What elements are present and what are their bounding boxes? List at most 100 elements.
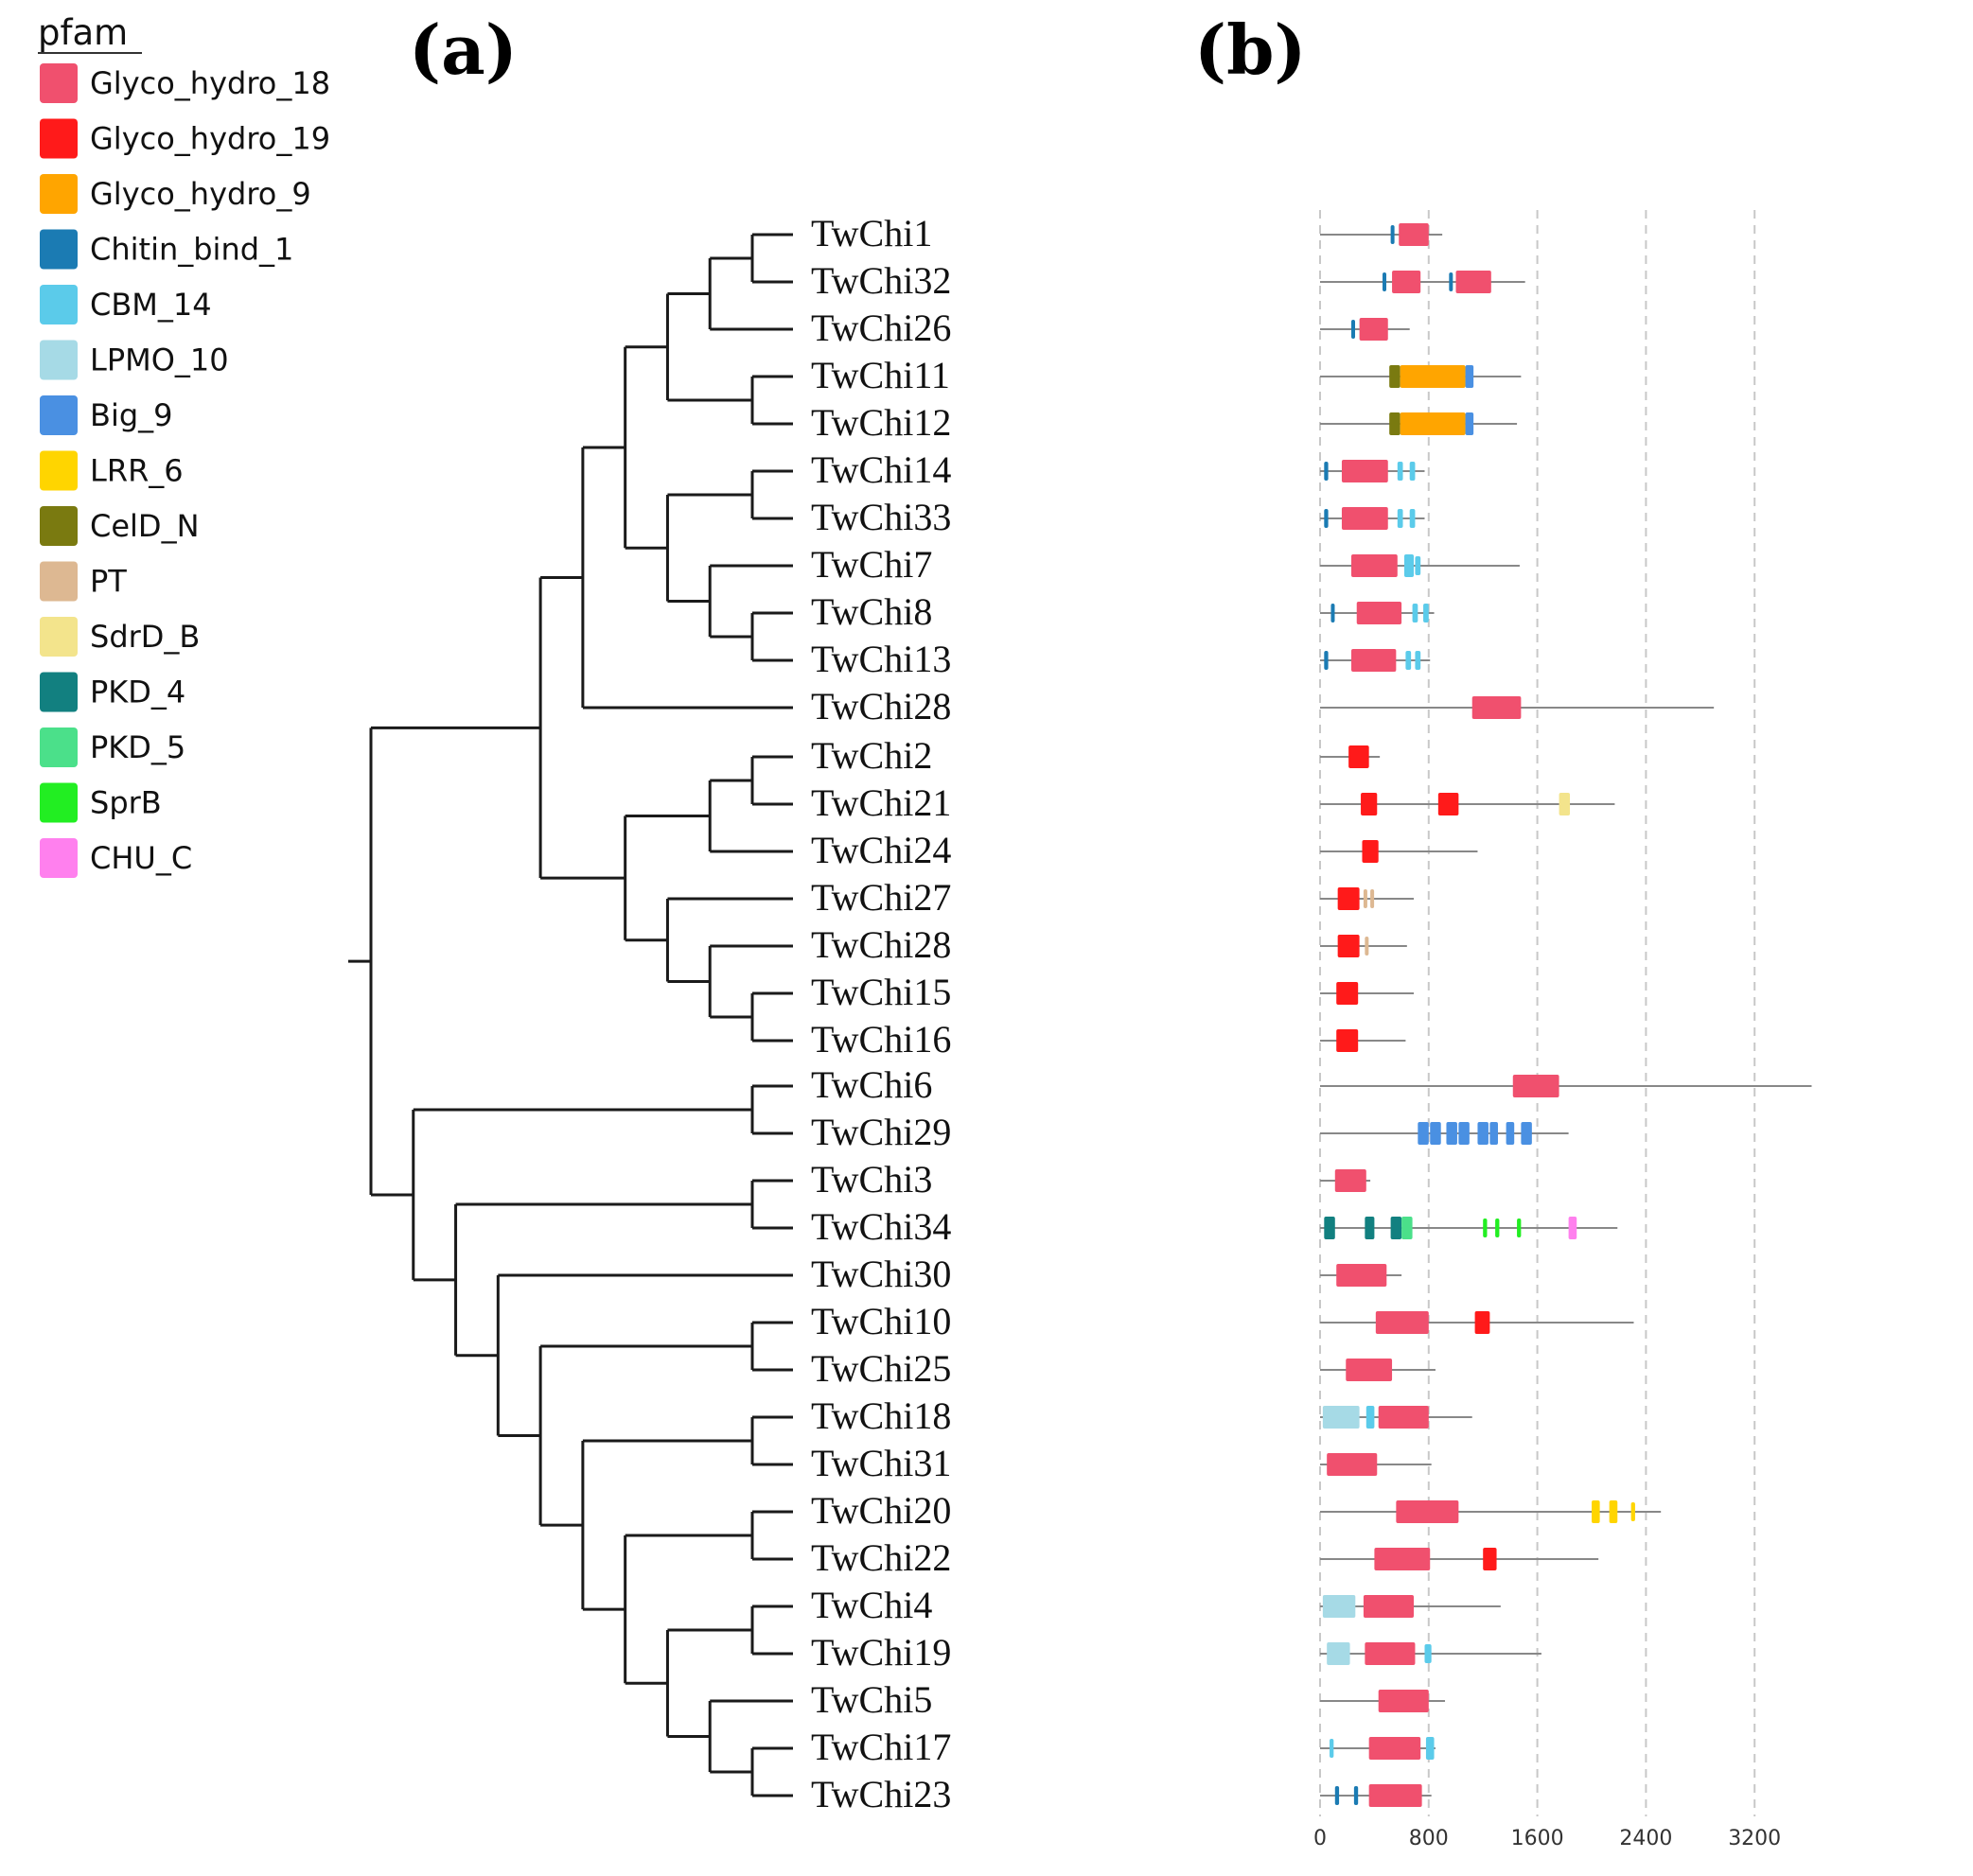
domain-big_9	[1506, 1122, 1515, 1145]
legend-label-pkd_4: PKD_4	[90, 675, 185, 710]
domain-cbm_14	[1330, 1739, 1334, 1758]
legend-swatch-glyco_hydro_19	[40, 118, 78, 159]
leaf-label-twchi21: TwChi21	[811, 781, 951, 824]
domain-big_9	[1458, 1122, 1470, 1145]
domain-big_9	[1521, 1122, 1532, 1145]
leaf-label-twchi33: TwChi33	[811, 496, 951, 538]
legend-label-big_9: Big_9	[90, 397, 173, 433]
legend-swatch-chitin_bind_1	[40, 229, 78, 270]
legend-label-glyco_hydro_19: Glyco_hydro_19	[90, 121, 330, 157]
domain-glyco_hydro_19	[1483, 1548, 1497, 1570]
leaf-label-twchi29: TwChi29	[811, 1111, 951, 1153]
legend-swatch-lrr_6	[40, 450, 78, 491]
protein-row-twchi10	[1320, 1311, 1634, 1334]
legend-label-pkd_5: PKD_5	[90, 729, 185, 765]
domain-pt	[1365, 937, 1369, 956]
protein-row-twchi3	[1320, 1169, 1371, 1192]
domain-chitin_bind_1	[1330, 604, 1335, 622]
legend-label-glyco_hydro_18: Glyco_hydro_18	[90, 65, 330, 101]
protein-row-twchi32	[1320, 271, 1525, 293]
domain-cbm_14	[1365, 1406, 1375, 1429]
protein-row-twchi14	[1320, 460, 1425, 482]
domain-cbm_14	[1397, 509, 1403, 528]
legend-label-pt: PT	[90, 564, 127, 600]
protein-row-twchi13	[1320, 649, 1431, 672]
domain-sprb	[1483, 1219, 1488, 1237]
domain-lrr_6	[1592, 1500, 1600, 1523]
domain-big_9	[1418, 1122, 1429, 1145]
domain-glyco_hydro_18	[1359, 318, 1388, 341]
domain-big_9	[1465, 412, 1474, 435]
domain-glyco_hydro_19	[1361, 793, 1378, 815]
domain-glyco_hydro_18	[1374, 1548, 1431, 1570]
protein-row-twchi19	[1320, 1642, 1541, 1665]
domain-pkd_4	[1390, 1217, 1402, 1239]
domain-chitin_bind_1	[1449, 272, 1453, 291]
domain-cbm_14	[1409, 462, 1416, 481]
legend-label-lpmo_10: LPMO_10	[90, 342, 229, 378]
leaf-label-twchi32: TwChi32	[811, 259, 951, 302]
protein-row-twchi21	[1320, 793, 1615, 815]
protein-row-twchi29	[1320, 1122, 1569, 1145]
legend-title: pfam	[38, 12, 128, 53]
domain-chitin_bind_1	[1351, 320, 1356, 339]
domain-big_9	[1465, 365, 1474, 388]
leaf-label-twchi4: TwChi4	[811, 1584, 932, 1626]
domain-cbm_14	[1425, 1737, 1435, 1760]
axis-tick-800: 800	[1409, 1827, 1449, 1850]
axis-tick-0: 0	[1313, 1827, 1327, 1850]
leaf-label-twchi26: TwChi26	[811, 307, 951, 349]
domain-glyco_hydro_18	[1341, 507, 1388, 530]
domain-glyco_hydro_19	[1348, 745, 1369, 768]
leaf-label-twchi15: TwChi15	[811, 971, 951, 1013]
protein-row-twchi15	[1320, 982, 1415, 1005]
domain-glyco_hydro_9	[1400, 412, 1466, 435]
domain-glyco_hydro_18	[1455, 271, 1491, 293]
domain-chu_c	[1568, 1217, 1577, 1239]
domain-glyco_hydro_18	[1378, 1690, 1429, 1712]
protein-row-twchi11	[1320, 365, 1522, 388]
domain-glyco_hydro_18	[1336, 1264, 1387, 1287]
domain-glyco_hydro_18	[1356, 602, 1402, 624]
domain-celd_n	[1389, 365, 1400, 388]
legend-label-sprb: SprB	[90, 785, 162, 821]
domain-big_9	[1446, 1122, 1457, 1145]
protein-row-twchi31	[1320, 1453, 1432, 1476]
domain-glyco_hydro_19	[1336, 1029, 1359, 1052]
domain-chitin_bind_1	[1324, 462, 1329, 481]
protein-row-twchi6	[1320, 1075, 1812, 1097]
domain-glyco_hydro_18	[1368, 1737, 1421, 1760]
legend-swatch-pkd_4	[40, 672, 78, 712]
domain-glyco_hydro_18	[1396, 1500, 1459, 1523]
legend-swatch-cbm_14	[40, 285, 78, 324]
legend-label-cbm_14: CBM_14	[90, 287, 212, 323]
leaf-label-twchi23: TwChi23	[811, 1773, 951, 1815]
domain-lpmo_10	[1327, 1642, 1350, 1665]
leaf-label-twchi8: TwChi8	[811, 590, 932, 633]
leaf-label-twchi5: TwChi5	[811, 1678, 932, 1721]
domain-glyco_hydro_18	[1399, 223, 1429, 246]
leaf-label-twchi17: TwChi17	[811, 1726, 951, 1768]
domain-pt	[1370, 889, 1375, 908]
leaf-label-twchi34: TwChi34	[811, 1205, 951, 1248]
axis-tick-2400: 2400	[1619, 1827, 1672, 1850]
protein-row-twchi26	[1320, 318, 1410, 341]
domain-sprb	[1517, 1219, 1522, 1237]
leaf-label-twchi16: TwChi16	[811, 1018, 951, 1061]
domain-cbm_14	[1415, 556, 1421, 575]
leaf-labels: TwChi1TwChi32TwChi26TwChi11TwChi12TwChi1…	[811, 212, 951, 1815]
legend-items: Glyco_hydro_18 Glyco_hydro_19 Glyco_hydro_…	[40, 63, 330, 878]
domain-pkd_5	[1401, 1217, 1413, 1239]
domain-glyco_hydro_18	[1365, 1642, 1416, 1665]
legend-label-chitin_bind_1: Chitin_bind_1	[90, 232, 293, 268]
protein-row-twchi12	[1320, 412, 1518, 435]
legend-swatch-chu_c	[40, 838, 78, 878]
pfam-legend: pfam Glyco_hydro_18Glyco_hydro_19Glyco_h…	[38, 12, 330, 878]
protein-row-twchi27	[1320, 887, 1415, 910]
domain-glyco_hydro_19	[1437, 793, 1459, 815]
legend-label-celd_n: CelD_N	[90, 508, 200, 544]
domain-glyco_hydro_18	[1512, 1075, 1559, 1097]
domain-glyco_hydro_18	[1363, 1595, 1415, 1618]
leaf-label-twchi19: TwChi19	[811, 1631, 951, 1674]
domain-glyco_hydro_9	[1400, 365, 1466, 388]
